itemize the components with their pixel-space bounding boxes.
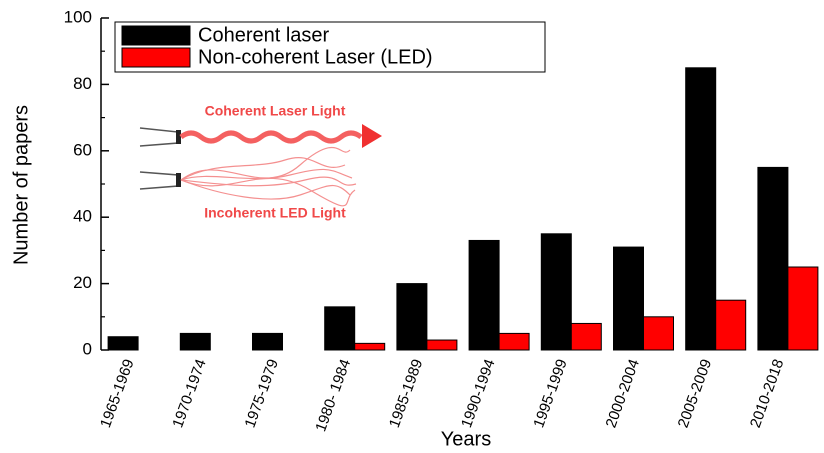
x-tick-label: 1995-1999 <box>530 357 571 430</box>
led-source <box>139 171 179 190</box>
bar <box>426 339 458 351</box>
legend-swatch <box>121 25 191 46</box>
bar <box>107 336 139 351</box>
bar <box>643 316 674 351</box>
x-tick-label: 2010-2018 <box>747 357 788 430</box>
arrow <box>362 124 382 148</box>
annotation: Incoherent LED Light <box>204 205 346 221</box>
bar <box>787 266 819 351</box>
y-tick-label: 100 <box>64 7 92 26</box>
bar <box>540 233 572 351</box>
inset-illustration: Coherent Laser Light Incoherent LED Ligh… <box>139 103 382 221</box>
led-tip <box>176 173 181 187</box>
bar <box>570 322 602 351</box>
incoherent-waves <box>180 146 357 207</box>
bar <box>613 246 644 351</box>
x-axis-title: Years <box>441 428 491 450</box>
annotation: Coherent Laser Light <box>205 103 346 119</box>
bar <box>685 67 717 351</box>
bar <box>468 239 500 351</box>
y-tick-label: 20 <box>73 273 92 292</box>
bar <box>396 283 428 351</box>
x-tick-label: 2000-2004 <box>602 357 643 430</box>
x-tick-label: 1970-1974 <box>169 357 210 430</box>
y-tick-label: 0 <box>83 339 92 358</box>
coherent-wave <box>179 130 363 144</box>
legend-label: Non-coherent Laser (LED) <box>198 46 433 68</box>
y-tick-label: 60 <box>73 140 92 159</box>
bar <box>757 166 789 351</box>
bar <box>179 332 211 351</box>
legend-swatch <box>121 47 191 68</box>
y-axis-title: Number of papers <box>10 105 32 265</box>
bar <box>498 332 530 351</box>
bar <box>324 306 356 351</box>
x-tick-label: 1980- 1984 <box>312 357 354 434</box>
x-tick-label: 1975-1979 <box>241 357 282 430</box>
x-tick-label: 2005-2009 <box>675 357 716 430</box>
x-tick-label: 1990-1994 <box>458 357 499 430</box>
bar <box>715 299 747 351</box>
bar <box>252 332 283 351</box>
x-tick-label: 1985-1989 <box>386 357 427 430</box>
bar <box>354 342 386 351</box>
laser-tip <box>176 130 181 144</box>
y-tick-label: 40 <box>73 207 92 226</box>
legend-label: Coherent laser <box>198 24 330 46</box>
y-tick-label: 80 <box>73 74 92 93</box>
x-tick-label: 1965-1969 <box>97 357 138 430</box>
laser-source <box>139 127 179 147</box>
